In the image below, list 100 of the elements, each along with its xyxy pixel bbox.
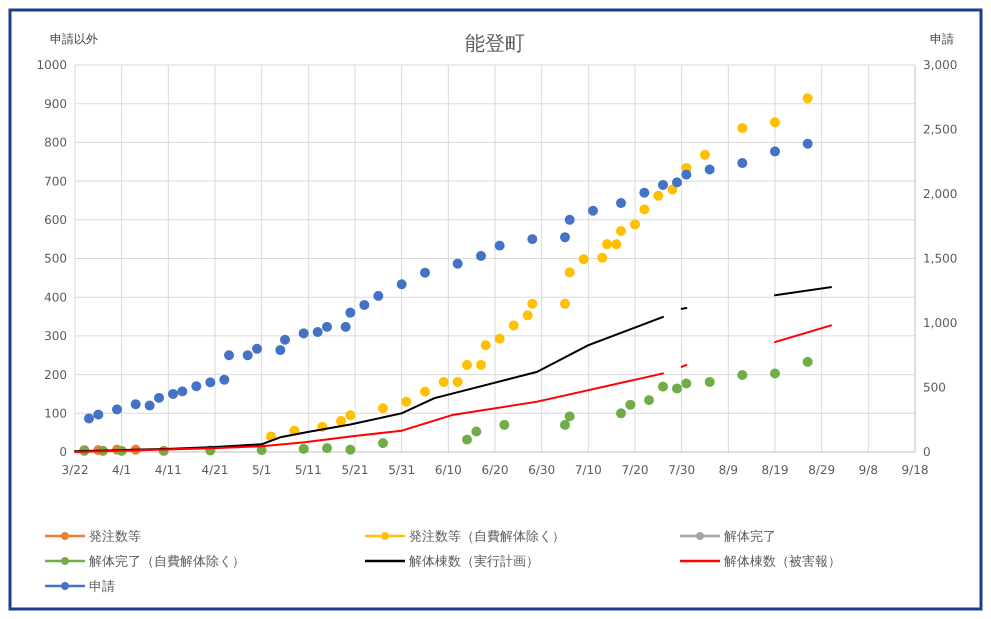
x-tick-label: 9/18 — [902, 463, 928, 477]
x-tick-label: 4/21 — [202, 463, 228, 477]
point — [737, 158, 748, 168]
y2-tick-label: 3,000 — [923, 58, 958, 72]
point — [672, 384, 682, 394]
point — [420, 268, 430, 278]
legend-label: 発注数等（自費解体除く） — [409, 530, 565, 545]
legend-label: 解体完了 — [724, 528, 776, 545]
point — [658, 180, 668, 190]
point — [578, 254, 589, 264]
x-tick-label: 8/19 — [762, 463, 788, 477]
point — [658, 382, 668, 392]
x-tick-label: 7/10 — [574, 463, 602, 477]
y2-axis-title: 申請 — [930, 32, 954, 46]
point — [476, 360, 486, 370]
x-tick-label: 7/20 — [622, 463, 648, 477]
y-tick-label: 900 — [44, 96, 67, 111]
point — [560, 298, 570, 309]
legend-label: 解体棟数（実行計画） — [409, 554, 539, 570]
x-tick-label: 8/29 — [808, 463, 836, 477]
point — [378, 438, 388, 448]
point — [802, 356, 813, 367]
y-tick-label: 600 — [44, 213, 67, 227]
point — [242, 350, 253, 360]
y2-tick-label: 0 — [923, 445, 931, 460]
point — [737, 123, 748, 134]
point — [588, 206, 598, 216]
point — [630, 219, 640, 230]
point — [476, 250, 486, 261]
y-tick-label: 700 — [44, 174, 67, 188]
y-tick-label: 1000 — [36, 58, 67, 72]
chart-title: 能登町 — [465, 31, 525, 55]
point — [564, 411, 575, 422]
point — [462, 360, 472, 370]
point — [177, 386, 188, 396]
point — [704, 164, 715, 174]
point — [336, 416, 346, 426]
point — [672, 177, 682, 188]
point — [373, 290, 384, 301]
x-tick-label: 8/9 — [718, 463, 738, 477]
x-tick-label: 6/10 — [434, 463, 462, 477]
point — [770, 368, 780, 378]
point — [130, 399, 141, 410]
legend-label: 解体完了（自費解体除く） — [89, 554, 245, 570]
point — [84, 413, 94, 424]
y2-tick-label: 1,000 — [923, 316, 958, 330]
point — [616, 408, 626, 418]
x-tick-label: 4/11 — [154, 463, 182, 477]
point — [499, 420, 510, 430]
point — [280, 334, 290, 345]
point — [401, 396, 412, 407]
y-tick-label: 300 — [44, 329, 67, 344]
point — [494, 240, 505, 251]
y-tick-label: 100 — [44, 406, 67, 420]
point — [298, 444, 309, 454]
point — [681, 170, 692, 180]
point — [522, 310, 533, 320]
point — [154, 392, 164, 403]
point — [378, 403, 388, 414]
x-tick-label: 5/31 — [388, 463, 416, 477]
point — [770, 117, 780, 128]
point — [597, 252, 608, 263]
point — [639, 204, 650, 214]
point — [252, 344, 262, 354]
x-tick-label: 3/22 — [62, 463, 88, 477]
point — [653, 190, 664, 201]
point — [639, 188, 650, 198]
point — [396, 279, 407, 290]
point — [527, 298, 538, 309]
point — [345, 308, 356, 318]
point — [462, 434, 472, 445]
point — [224, 350, 234, 360]
point — [219, 374, 230, 385]
point — [802, 93, 813, 104]
point — [112, 404, 122, 414]
point — [345, 410, 356, 420]
x-tick-label: 6/20 — [482, 463, 508, 477]
x-tick-label: 4/1 — [112, 463, 132, 477]
point — [480, 340, 491, 350]
point — [93, 410, 104, 420]
point — [452, 376, 463, 387]
point — [508, 320, 519, 330]
legend-label: 解体棟数（被害報） — [724, 554, 841, 570]
point — [681, 378, 692, 388]
x-tick-label: 9/8 — [858, 463, 878, 477]
point — [560, 420, 570, 430]
point — [564, 214, 575, 225]
point — [275, 345, 286, 356]
point — [616, 226, 626, 236]
point — [205, 377, 216, 388]
point — [322, 443, 332, 454]
point — [704, 376, 715, 387]
point — [802, 138, 813, 149]
point — [345, 444, 356, 455]
y-tick-label: 0 — [59, 445, 67, 460]
point — [452, 258, 463, 269]
y2-tick-label: 1,500 — [923, 252, 958, 266]
y2-tick-label: 2,000 — [923, 187, 958, 202]
point — [298, 328, 309, 338]
point — [527, 234, 538, 244]
